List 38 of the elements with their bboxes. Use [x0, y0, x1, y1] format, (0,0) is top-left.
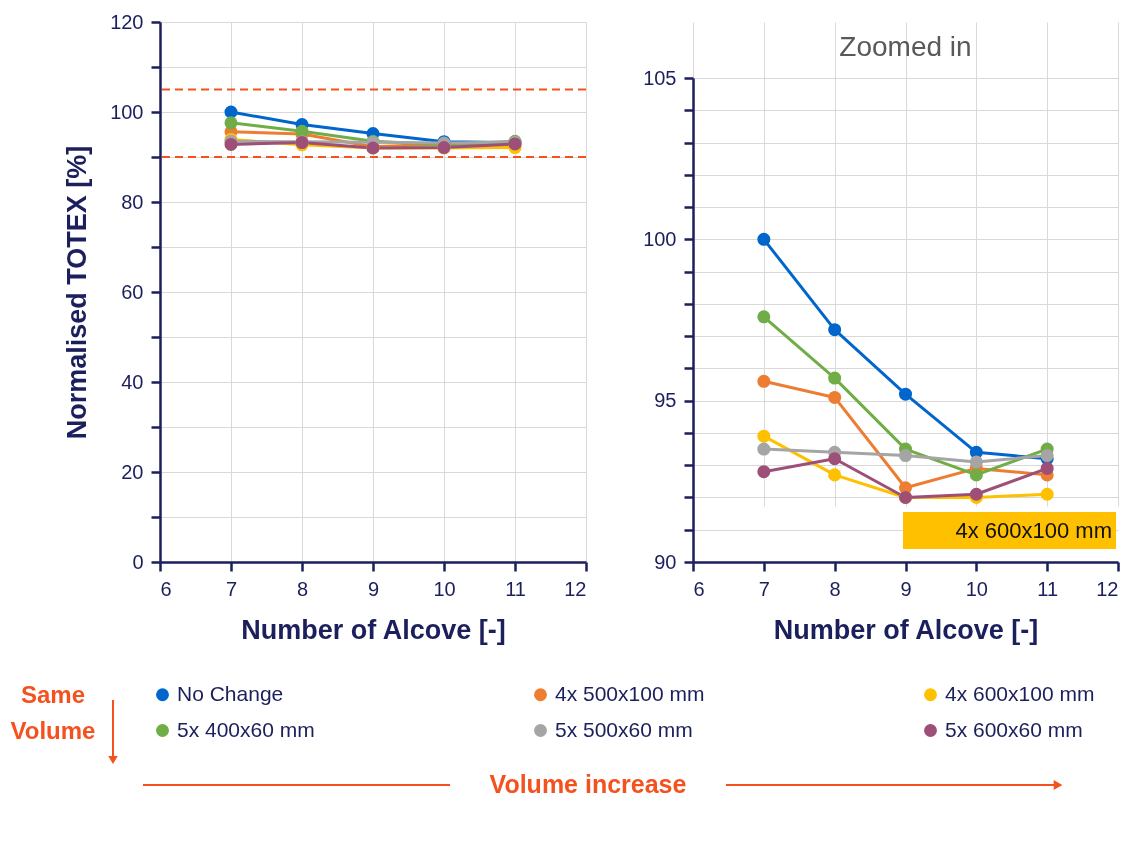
x-tick-label: 12 [564, 577, 587, 600]
x-axis-title: Number of Alcove [-] [773, 614, 1039, 645]
legend-label: 5x 500x60 mm [555, 717, 693, 741]
text: Volume increase [489, 770, 687, 798]
x-tick-label: 8 [296, 577, 309, 600]
legend-label: 4x 500x100 mm [555, 681, 705, 705]
y-tick-label: 20 [121, 460, 144, 483]
x-tick-label: 8 [829, 577, 841, 600]
x-tick-label: 9 [900, 577, 912, 600]
chart-title: Zoomed in [839, 31, 972, 62]
y-tick-label: 0 [132, 550, 144, 573]
y-tick-label: 100 [643, 227, 677, 250]
x-tick-label: 7 [758, 577, 770, 600]
x-axis-title: Number of Alcove [-] [241, 614, 506, 645]
x-tick-label: 11 [505, 577, 526, 600]
y-tick-label: 105 [643, 66, 677, 89]
legend-label: 5x 400x60 mm [177, 717, 315, 741]
x-tick-label: 7 [225, 577, 238, 600]
y-tick-label: 120 [110, 10, 144, 33]
y-tick-label: 80 [121, 190, 144, 213]
x-tick-label: 11 [1037, 577, 1059, 600]
text: Same Volume [10, 681, 96, 744]
legend-label: 4x 600x100 mm [945, 681, 1095, 705]
x-tick-label: 12 [1096, 577, 1119, 600]
y-tick-label: 40 [121, 370, 144, 393]
x-tick-label: 10 [965, 577, 988, 600]
x-tick-label: 10 [433, 577, 456, 600]
annotation: 4x 600x100 mm [955, 518, 1112, 543]
x-tick-label: 6 [160, 577, 172, 600]
y-tick-label: 90 [654, 550, 677, 573]
x-tick-label: 6 [693, 577, 705, 600]
y-axis-title: Normalised TOTEX [%] [62, 145, 93, 440]
y-tick-label: 95 [654, 389, 677, 412]
legend-label: 5x 600x60 mm [945, 717, 1083, 741]
y-tick-label: 60 [121, 280, 144, 303]
legend-label: No Change [177, 681, 284, 705]
y-tick-label: 100 [110, 100, 144, 123]
x-tick-label: 9 [367, 577, 380, 600]
